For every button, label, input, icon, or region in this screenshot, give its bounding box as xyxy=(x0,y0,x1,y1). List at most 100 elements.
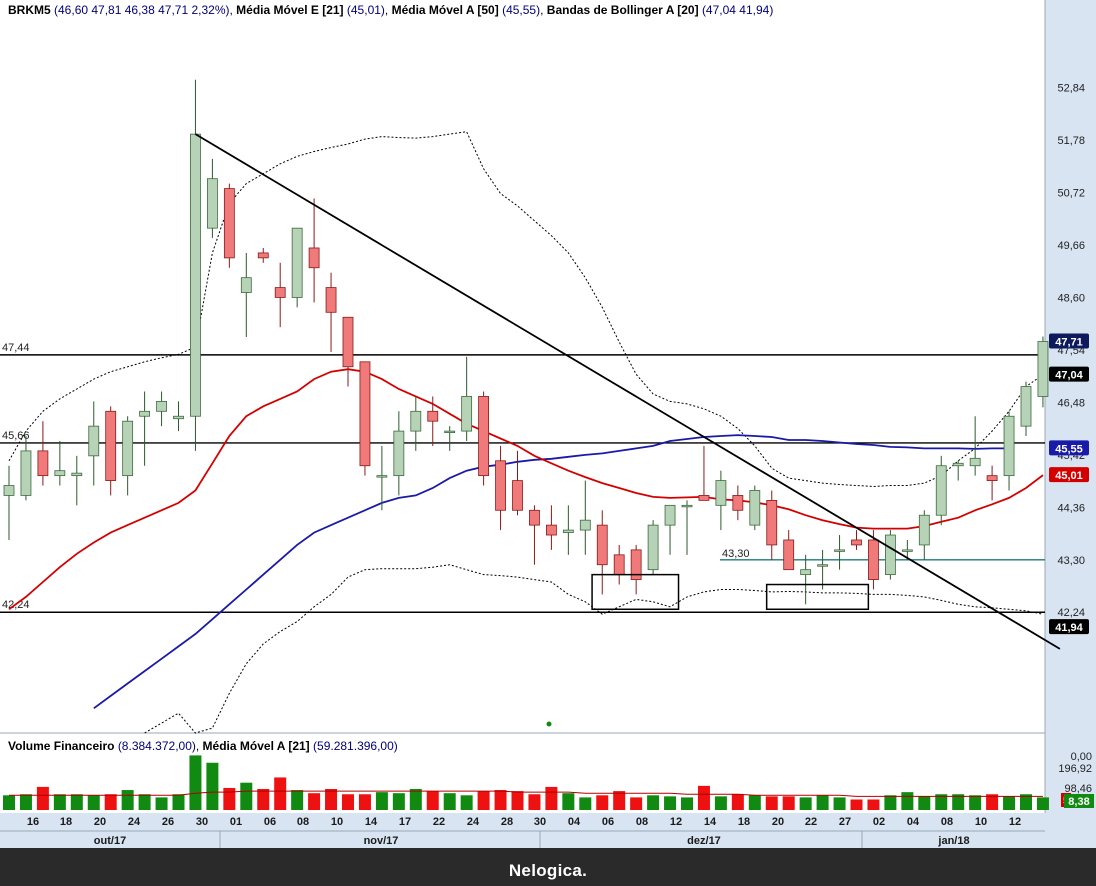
candle-body xyxy=(969,457,981,467)
candle xyxy=(20,436,32,501)
date-tick-label: 16 xyxy=(27,816,39,828)
date-tick-label: 08 xyxy=(297,816,309,828)
price-badge-text: 45,55 xyxy=(1055,443,1083,455)
volume-bar xyxy=(206,762,219,810)
volume-label: Volume Financeiro xyxy=(8,739,115,753)
candle xyxy=(206,158,218,239)
candle xyxy=(885,530,896,580)
candle-body xyxy=(766,499,778,546)
price-badge-bg xyxy=(1049,333,1089,349)
volume-bar xyxy=(765,796,778,810)
candle-body xyxy=(461,396,473,432)
candle-body xyxy=(410,410,422,432)
candle xyxy=(410,396,422,451)
volume-bar xyxy=(986,794,999,810)
price-chart[interactable]: 47,44 45,66 42,24 43,30 52,84 51,78 50,72 49,6… xyxy=(0,0,1096,848)
candle-body xyxy=(206,178,218,229)
candle xyxy=(54,440,66,486)
date-tick-label: 06 xyxy=(602,816,614,828)
date-tick-label: 08 xyxy=(941,816,953,828)
month-label: nov/17 xyxy=(364,835,399,847)
bb-upper-line xyxy=(8,131,1044,488)
date-tick-label: 08 xyxy=(636,816,648,828)
candle xyxy=(359,361,371,476)
volume-bar xyxy=(901,792,914,810)
price-badge-text: 41,94 xyxy=(1055,622,1083,634)
price-axis-panel xyxy=(1045,0,1096,848)
candle-body xyxy=(190,133,201,417)
volume-bar xyxy=(104,794,117,810)
volume-bar xyxy=(342,794,354,810)
volume-bar xyxy=(850,799,863,810)
candle xyxy=(512,450,523,516)
candle xyxy=(240,252,252,338)
bb-lower-line xyxy=(144,564,1044,734)
volume-bar xyxy=(748,795,761,810)
candle-body xyxy=(495,460,506,511)
volume-bar xyxy=(494,790,507,810)
trendline[interactable] xyxy=(194,133,1061,650)
signal-marker xyxy=(546,721,552,727)
candle xyxy=(308,198,320,303)
volume-bar xyxy=(952,794,965,810)
date-tick-label: 14 xyxy=(704,816,717,828)
candle-body xyxy=(630,549,642,580)
volume-bar xyxy=(53,794,66,810)
volume-bar xyxy=(477,791,490,810)
date-tick-label: 02 xyxy=(873,816,885,828)
price-badge: 45,01 xyxy=(1049,467,1089,483)
candle-body xyxy=(868,539,879,580)
nelogica-logo: Nelogica. xyxy=(508,861,588,880)
volume-bar xyxy=(1003,796,1016,810)
volume-bar xyxy=(511,791,524,810)
price-tick-label: 52,84 xyxy=(1057,83,1085,95)
volume-bar xyxy=(426,791,439,810)
volume-bar xyxy=(884,795,897,810)
candlesticks xyxy=(3,79,1049,605)
candle xyxy=(732,485,744,521)
price-badge: 47,71 xyxy=(1049,333,1089,349)
price-badges: 47,71 47,04 45,55 45,01 41,94 xyxy=(1049,333,1089,635)
candle-body xyxy=(647,524,659,571)
level-label: 47,44 xyxy=(2,342,30,354)
price-tick-label: 50,72 xyxy=(1057,188,1085,200)
volume-bar xyxy=(257,789,270,810)
date-tick-label: 14 xyxy=(365,816,378,828)
volume-bar xyxy=(19,794,32,810)
ticker: BRKM5 xyxy=(8,3,51,17)
candle-body xyxy=(851,539,862,546)
candle xyxy=(495,445,506,531)
candle-body xyxy=(698,495,710,501)
candle xyxy=(546,505,557,550)
price-tick-label: 48,60 xyxy=(1057,292,1085,304)
candle-body xyxy=(105,410,117,481)
price-badge-text: 47,04 xyxy=(1055,370,1083,382)
month-label: out/17 xyxy=(94,835,126,847)
candle xyxy=(715,470,727,531)
date-axis: 16 18 20 24 26 30 01 06 08 10 14 17 22 24 28 30 04 06 08 12… xyxy=(27,816,1021,848)
volume-bar xyxy=(223,787,236,810)
candle xyxy=(529,505,540,565)
volume-ma-line xyxy=(9,790,1043,797)
volume-bar xyxy=(579,797,592,810)
level-label: 45,66 xyxy=(2,430,30,442)
candle-body xyxy=(88,425,100,457)
date-tick-label: 30 xyxy=(534,816,546,828)
candle-body xyxy=(274,287,286,298)
candle-body xyxy=(918,514,930,546)
price-badge: 47,04 xyxy=(1049,366,1089,382)
candle xyxy=(105,406,117,496)
volume-bar xyxy=(70,794,83,810)
candle xyxy=(393,411,405,496)
volume-bars xyxy=(3,755,1049,810)
candle xyxy=(698,445,710,501)
candle xyxy=(1020,381,1032,437)
candle-body xyxy=(478,396,490,477)
candle-body xyxy=(596,524,608,566)
annotation-boxes[interactable] xyxy=(591,573,870,611)
candle xyxy=(3,465,15,540)
candle-body xyxy=(37,450,49,477)
candle-body xyxy=(732,495,744,511)
volume-bar xyxy=(918,796,931,810)
